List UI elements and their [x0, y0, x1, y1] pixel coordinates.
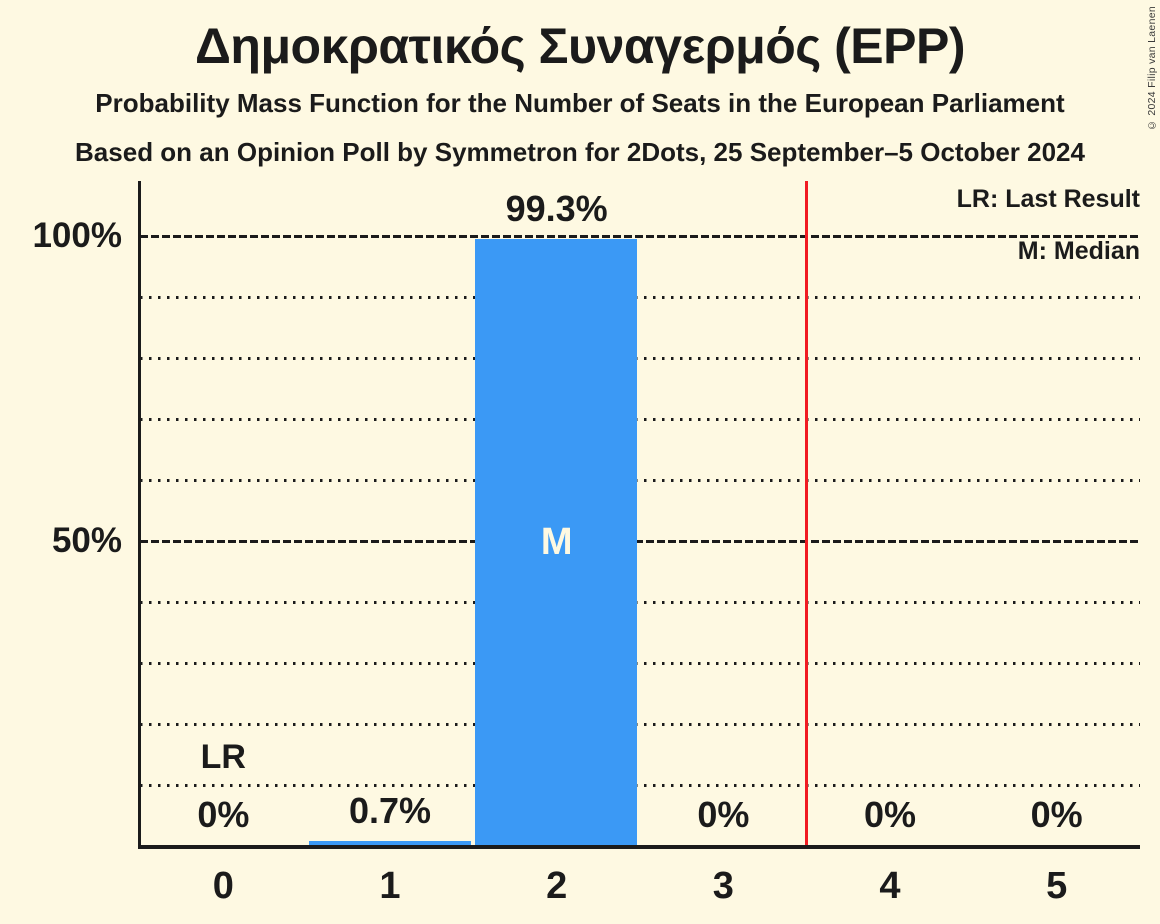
median-marker: M [540, 521, 573, 564]
major-gridline-100 [140, 234, 1140, 238]
minor-gridline-40 [140, 601, 1140, 604]
minor-gridline-30 [140, 662, 1140, 665]
minor-gridline-20 [140, 723, 1140, 726]
bar-value-label-2: 99.3% [505, 188, 608, 230]
minor-gridline-10 [140, 784, 1140, 787]
minor-gridline-80 [140, 357, 1140, 360]
y-tick-label-100: 100% [32, 216, 122, 255]
y-axis-line [137, 181, 141, 845]
major-gridline-50 [140, 539, 1140, 543]
bar-value-label-3: 0% [697, 794, 750, 835]
x-tick-label-3: 3 [712, 865, 734, 907]
bar-value-label-0: 0% [197, 794, 250, 835]
minor-gridline-70 [140, 418, 1140, 421]
legend-last-result: LR: Last Result [956, 185, 1140, 213]
minor-gridline-60 [140, 479, 1140, 482]
bar-value-label-5: 0% [1030, 794, 1083, 835]
chart-subtitle-pmf: Probability Mass Function for the Number… [95, 88, 1065, 118]
last-result-marker: LR [200, 738, 246, 776]
x-axis-line [137, 845, 1140, 849]
x-tick-label-4: 4 [879, 865, 901, 907]
red-vertical-line [805, 181, 809, 845]
x-tick-label-2: 2 [546, 865, 568, 907]
legend-median: M: Median [1017, 237, 1140, 265]
x-tick-label-5: 5 [1046, 865, 1068, 907]
plot-area: 0% 0.7% 99.3% 0% 0% 0% LR M [140, 181, 1140, 845]
bar-value-label-4: 0% [863, 794, 916, 835]
minor-gridline-90 [140, 296, 1140, 299]
chart-title: Δημοκρατικός Συναγερμός (EPP) [194, 18, 966, 74]
x-tick-label-1: 1 [379, 865, 401, 907]
y-tick-label-50: 50% [51, 521, 122, 560]
bar-value-label-1: 0.7% [348, 789, 432, 831]
bar-seats-2 [475, 239, 638, 845]
chart-subtitle-poll: Based on an Opinion Poll by Symmetron fo… [75, 137, 1085, 167]
bar-seats-1 [308, 840, 471, 845]
x-tick-label-0: 0 [212, 865, 234, 907]
